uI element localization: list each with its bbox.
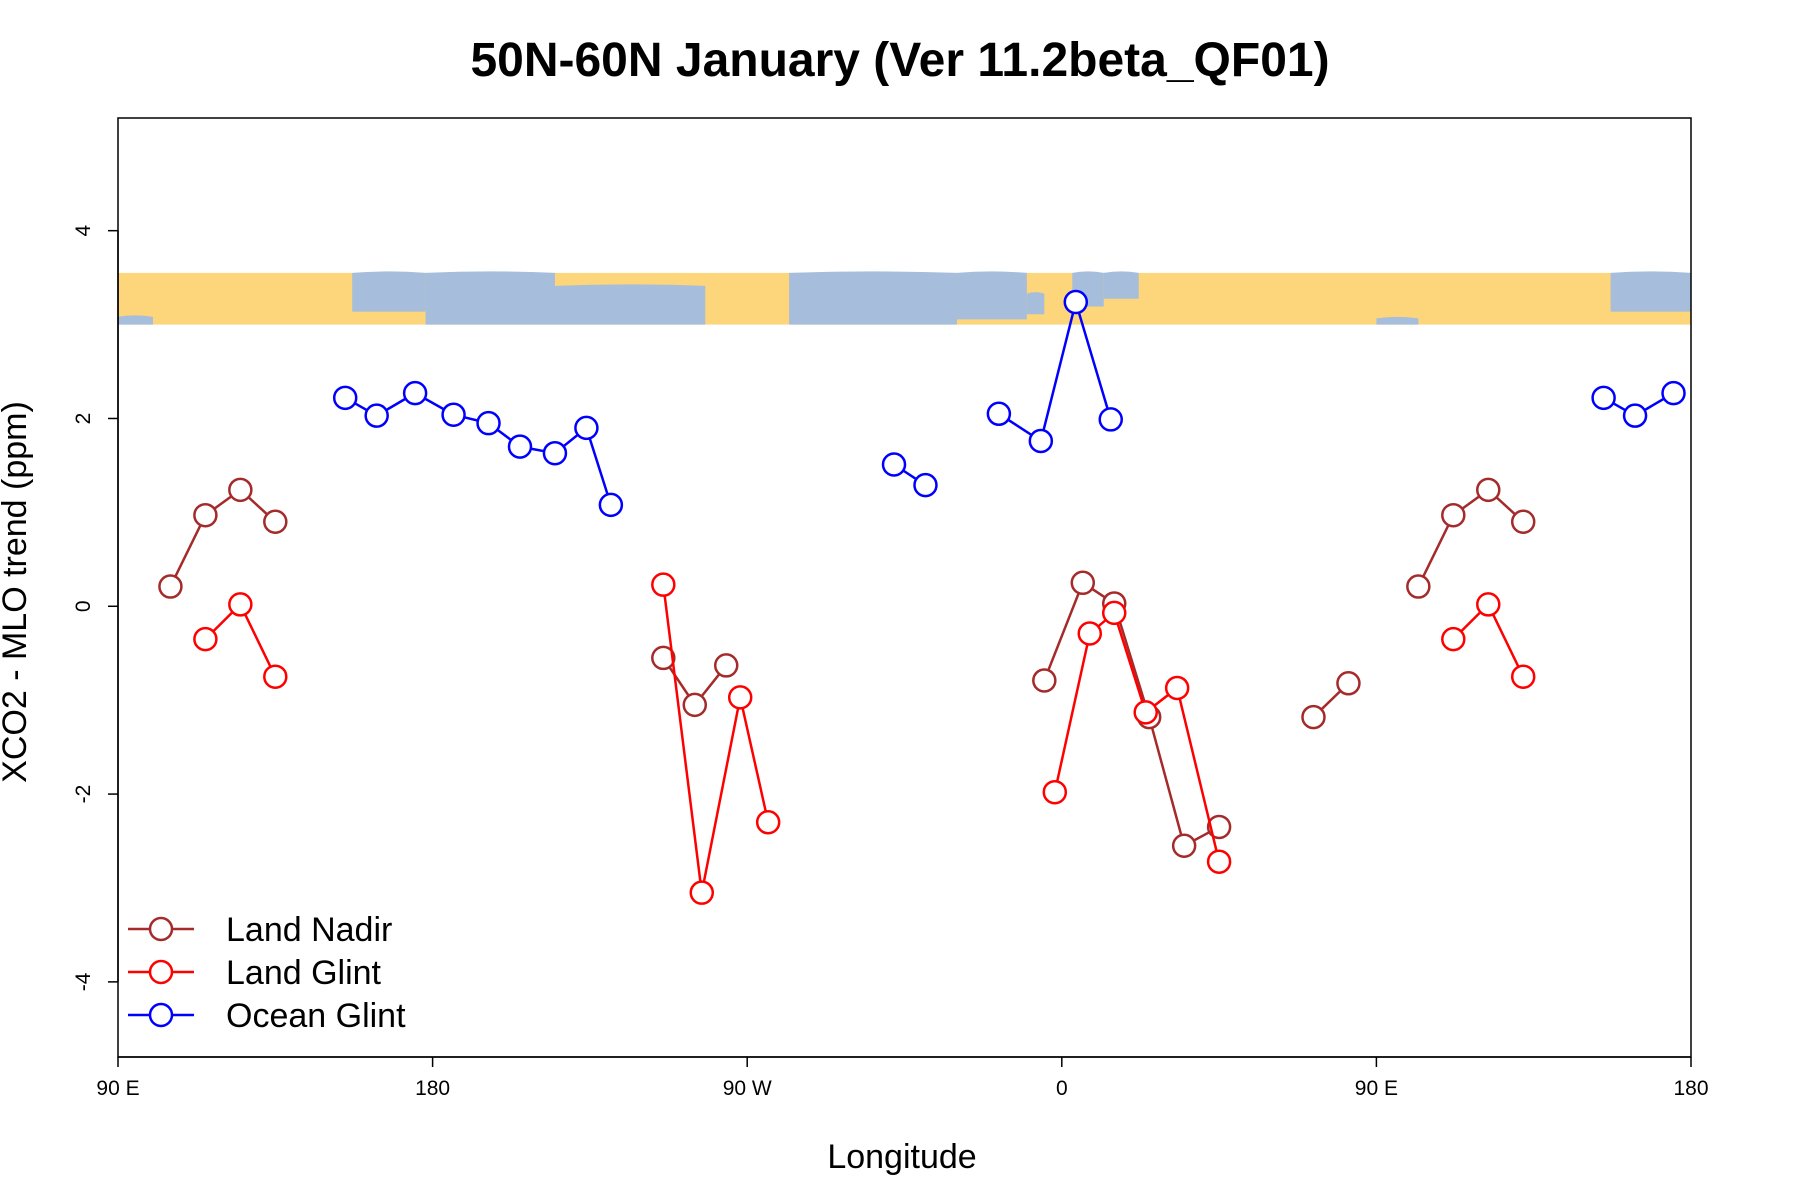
- series-line-land-nadir: [169, 488, 277, 588]
- data-point-land-glint: [727, 685, 753, 710]
- data-point-land-glint: [1441, 626, 1466, 652]
- legend-label-land-glint: Land Glint: [226, 954, 382, 992]
- data-point-land-nadir: [1441, 502, 1466, 528]
- data-point-land-nadir: [158, 574, 183, 599]
- data-point-ocean-glint: [542, 440, 568, 466]
- y-tick-label: -4: [72, 972, 95, 991]
- x-axis-label: Longitude: [827, 1138, 976, 1176]
- data-point-land-glint: [1510, 664, 1536, 689]
- data-point-land-nadir: [1406, 574, 1431, 599]
- data-point-land-glint: [689, 880, 715, 905]
- x-tick-label: 90 E: [1355, 1077, 1398, 1100]
- chart-title: 50N-60N January (Ver 11.2beta_QF01): [470, 34, 1329, 87]
- map-ocean-region: [956, 271, 1027, 320]
- data-point-land-glint: [1042, 779, 1068, 805]
- data-point-ocean-glint: [507, 434, 533, 459]
- x-tick-label: 180: [415, 1077, 450, 1100]
- data-point-ocean-glint: [986, 401, 1012, 427]
- data-point-land-glint: [1133, 700, 1158, 725]
- legend-label-ocean-glint: Ocean Glint: [226, 997, 406, 1035]
- data-point-land-glint: [1206, 849, 1232, 874]
- data-point-land-nadir: [263, 509, 288, 535]
- data-point-ocean-glint: [881, 452, 907, 477]
- map-ocean-region: [1376, 316, 1419, 325]
- series-line-land-nadir: [1417, 488, 1525, 588]
- y-tick-label: 2: [72, 413, 95, 425]
- data-point-ocean-glint: [913, 472, 938, 498]
- map-ocean-region: [789, 271, 957, 325]
- data-point-land-nadir: [713, 653, 739, 678]
- x-tick-label: 90 W: [723, 1077, 772, 1100]
- data-point-land-glint: [228, 592, 253, 617]
- legend-item-land-glint: Land Glint: [128, 954, 382, 992]
- data-point-land-nadir: [1171, 833, 1197, 858]
- series-layer: [158, 289, 1686, 905]
- legend-marker-ocean-glint: [148, 1002, 174, 1028]
- legend-label-land-nadir: Land Nadir: [226, 911, 392, 949]
- data-point-land-glint: [1101, 600, 1127, 626]
- series-line-land-glint: [1053, 610, 1221, 862]
- data-point-ocean-glint: [441, 402, 466, 427]
- y-axis-label: XCO2 - MLO trend (ppm): [0, 401, 34, 783]
- data-point-ocean-glint: [1622, 403, 1648, 428]
- map-ocean-region: [1026, 292, 1045, 315]
- data-point-ocean-glint: [1063, 289, 1089, 315]
- legend-item-land-nadir: Land Nadir: [128, 911, 392, 949]
- y-axis: -4 -2 0 2 4: [72, 225, 119, 991]
- series-line-ocean-glint: [998, 297, 1112, 444]
- data-point-land-nadir: [1070, 570, 1096, 596]
- y-tick-label: 4: [72, 225, 95, 237]
- legend: Land Nadir Land Glint Ocean Glint: [128, 911, 406, 1035]
- data-point-ocean-glint: [574, 415, 599, 441]
- data-point-ocean-glint: [332, 385, 358, 411]
- data-point-land-glint: [651, 572, 676, 597]
- data-point-land-nadir: [682, 692, 708, 718]
- data-point-land-glint: [755, 810, 781, 835]
- data-point-land-nadir: [1336, 671, 1361, 696]
- data-point-land-nadir: [651, 645, 676, 671]
- y-tick-label: 0: [72, 600, 95, 612]
- data-point-land-nadir: [1301, 704, 1326, 730]
- legend-marker-land-glint: [148, 959, 174, 985]
- series-line-land-glint: [662, 584, 770, 893]
- data-point-ocean-glint: [1028, 428, 1054, 454]
- data-point-land-nadir: [228, 477, 253, 503]
- data-point-land-nadir: [1206, 814, 1232, 840]
- map-ocean-region: [554, 284, 706, 325]
- data-point-land-glint: [193, 626, 218, 652]
- data-point-ocean-glint: [1661, 380, 1686, 406]
- data-point-land-glint: [1164, 675, 1190, 701]
- map-ocean-region: [1610, 271, 1691, 312]
- data-point-land-nadir: [1476, 477, 1501, 503]
- map-ocean-region: [425, 271, 555, 325]
- series-line-land-nadir: [1043, 580, 1220, 848]
- series-land-nadir: [158, 477, 1536, 858]
- x-tick-label: 0: [1056, 1077, 1068, 1100]
- data-point-ocean-glint: [402, 380, 428, 406]
- data-point-ocean-glint: [364, 403, 389, 428]
- data-point-land-glint: [1077, 621, 1103, 646]
- data-point-land-glint: [1476, 592, 1501, 617]
- y-tick-label: -2: [72, 785, 95, 804]
- x-tick-label: 180: [1673, 1077, 1708, 1100]
- x-axis: 90 E 180 90 W 0 90 E 180: [96, 1056, 1709, 1100]
- x-tick-label: 90 E: [96, 1077, 139, 1100]
- data-point-ocean-glint: [1098, 407, 1123, 432]
- legend-item-ocean-glint: Ocean Glint: [128, 997, 406, 1035]
- data-point-land-glint: [263, 664, 288, 689]
- data-point-land-nadir: [193, 502, 218, 528]
- data-point-ocean-glint: [1591, 385, 1616, 411]
- world-map-strip: [118, 271, 1691, 325]
- data-point-ocean-glint: [598, 492, 624, 518]
- series-ocean-glint: [332, 289, 1686, 518]
- legend-marker-land-nadir: [148, 916, 174, 942]
- series-land-glint: [193, 572, 1536, 905]
- data-point-land-nadir: [1510, 509, 1536, 535]
- map-ocean-region: [352, 271, 426, 312]
- data-point-ocean-glint: [476, 410, 501, 436]
- data-point-land-nadir: [1032, 668, 1057, 693]
- map-ocean-region: [1103, 271, 1139, 299]
- map-ocean-region: [118, 315, 153, 325]
